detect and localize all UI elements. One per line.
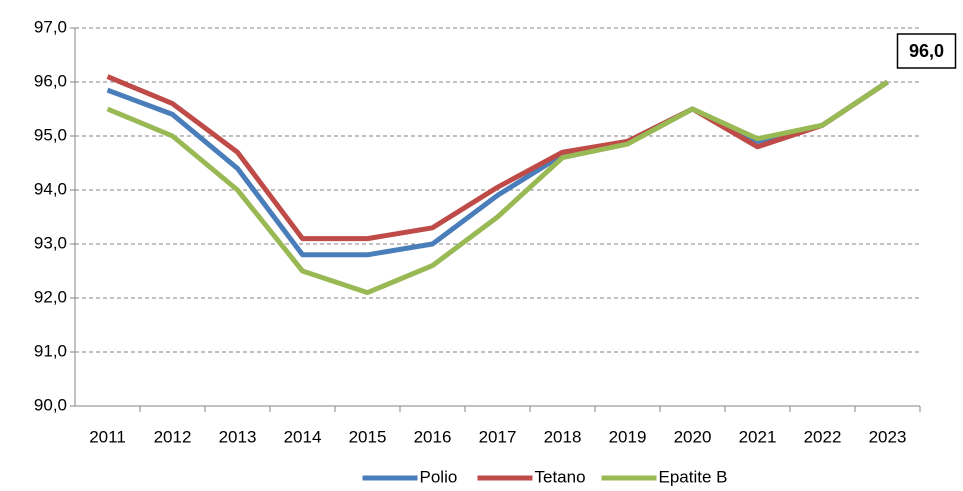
x-tick-label: 2012 xyxy=(154,427,192,446)
y-tick-label: 92,0 xyxy=(34,287,67,306)
x-tick-label: 2020 xyxy=(674,427,712,446)
x-tick-label: 2015 xyxy=(349,427,387,446)
x-tick-label: 2023 xyxy=(869,427,907,446)
y-tick-label: 93,0 xyxy=(34,233,67,252)
legend-label: Polio xyxy=(420,467,458,486)
series-line xyxy=(106,74,889,242)
data-label-box xyxy=(896,33,957,69)
series-line xyxy=(106,79,889,258)
legend-label: Tetano xyxy=(535,467,586,486)
data-label: 96,0 xyxy=(909,41,944,61)
x-tick-label: 2014 xyxy=(284,427,322,446)
x-tick-label: 2011 xyxy=(89,427,126,446)
x-tick-label: 2017 xyxy=(479,427,517,446)
y-tick-label: 97,0 xyxy=(34,17,67,36)
y-tick-label: 95,0 xyxy=(34,125,67,144)
y-tick-label: 96,0 xyxy=(34,71,67,90)
series-line xyxy=(106,79,889,296)
x-tick-label: 2019 xyxy=(609,427,647,446)
x-tick-label: 2022 xyxy=(804,427,842,446)
x-tick-label: 2018 xyxy=(544,427,582,446)
y-tick-label: 91,0 xyxy=(34,341,67,360)
y-tick-label: 94,0 xyxy=(34,179,67,198)
x-tick-label: 2016 xyxy=(414,427,452,446)
x-tick-label: 2013 xyxy=(219,427,257,446)
legend-label: Epatite B xyxy=(659,467,728,486)
x-tick-label: 2021 xyxy=(739,427,777,446)
y-tick-label: 90,0 xyxy=(34,395,67,414)
